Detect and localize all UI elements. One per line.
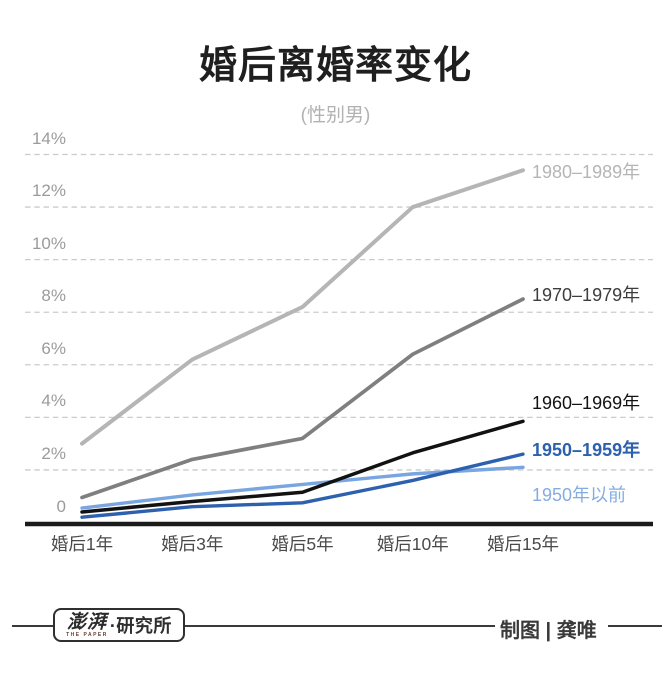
series-line-1970–1979年 [80,297,525,500]
y-tick-label-8%: 8% [41,286,66,306]
y-tick-label-6%: 6% [41,338,66,358]
y-tick-label-10%: 10% [31,233,66,253]
thepaper-logo-suffix: ·研究所 [109,616,172,636]
series-line-1960–1969年 [80,419,525,514]
thepaper-logo-badge: 澎湃 THE PAPER ·研究所 [53,608,185,642]
series-line-1980–1989年 [80,168,525,446]
chart-title: 婚后离婚率变化 [198,45,472,87]
y-tick-label-12%: 12% [31,181,66,201]
y-tick-label-2%: 2% [41,443,66,463]
series-label-1980–1989年: 1980–1989年 [532,162,641,182]
thepaper-logo-zh: 澎湃 [66,610,107,633]
y-tick-label-4%: 4% [41,391,66,411]
thepaper-logo: 澎湃 THE PAPER [66,610,108,638]
x-tick-label-婚后10年: 婚后10年 [376,534,449,554]
thepaper-logo-en: THE PAPER [66,631,108,638]
footer-rule-middle [185,625,495,627]
x-tick-label-婚后1年: 婚后1年 [50,534,114,554]
x-tick-label-婚后3年: 婚后3年 [161,534,224,554]
chart-subtitle: (性别男) [300,105,371,126]
series-label-1960–1969年: 1960–1969年 [532,393,641,413]
footer-rule-left [12,625,53,627]
credit-text: 制图 | 龚唯 [500,620,597,642]
footer-rule-right [608,625,662,627]
series-line-1950–1959年 [80,452,525,519]
series-label-1950年以前: 1950年以前 [532,485,627,505]
y-tick-label-0: 0 [56,496,66,516]
series-label-1950–1959年: 1950–1959年 [532,440,641,460]
x-tick-label-婚后5年: 婚后5年 [271,534,334,554]
y-tick-label-14%: 14% [31,128,66,148]
x-tick-label-婚后15年: 婚后15年 [487,534,559,554]
series-label-1970–1979年: 1970–1979年 [532,285,641,305]
